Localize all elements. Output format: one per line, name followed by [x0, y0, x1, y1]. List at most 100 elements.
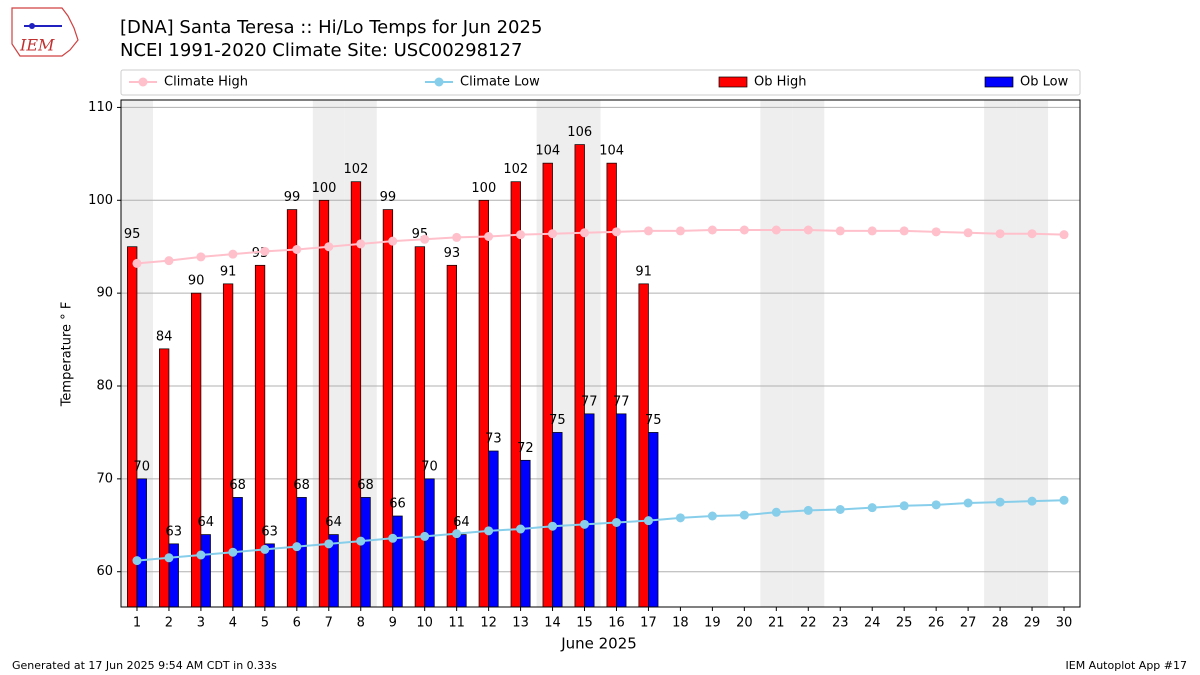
data-label: 75 [549, 413, 566, 428]
line-marker [580, 519, 590, 529]
bar [382, 209, 394, 608]
line-marker [196, 252, 206, 262]
line-marker [452, 232, 462, 242]
bar [446, 264, 457, 608]
bar [360, 497, 371, 608]
y-tick-label: 110 [88, 100, 113, 115]
line-marker [835, 226, 845, 236]
x-tick-label: 16 [608, 616, 625, 631]
x-tick-label: 10 [416, 616, 433, 631]
x-axis-label: June 2025 [560, 635, 637, 653]
line-marker [132, 556, 142, 566]
x-tick-label: 13 [512, 616, 529, 631]
data-label: 68 [357, 478, 374, 493]
data-label: 99 [380, 190, 397, 205]
x-tick-label: 6 [293, 616, 301, 631]
line-marker [356, 536, 366, 546]
bar [552, 432, 563, 608]
bar [136, 478, 147, 608]
data-label: 93 [444, 246, 461, 261]
x-tick-label: 11 [448, 616, 465, 631]
line-marker [548, 229, 558, 239]
bar [574, 144, 585, 608]
line-marker [420, 531, 430, 541]
climate-line [136, 229, 1065, 265]
bar [616, 413, 627, 608]
footer-right: IEM Autoplot App #17 [1066, 659, 1188, 672]
x-tick-label: 29 [1024, 616, 1041, 631]
data-label: 73 [485, 432, 502, 447]
x-tick-label: 26 [928, 616, 945, 631]
bar [424, 478, 435, 608]
data-label: 102 [503, 162, 528, 177]
legend-swatch [718, 76, 748, 88]
x-tick-label: 22 [800, 616, 817, 631]
data-label: 72 [517, 441, 534, 456]
line-marker [228, 249, 238, 259]
data-label: 90 [188, 274, 205, 289]
data-label: 106 [567, 125, 592, 140]
line-marker [995, 497, 1005, 507]
data-label: 102 [344, 162, 369, 177]
x-tick-label: 2 [165, 616, 173, 631]
line-marker [164, 553, 174, 563]
line-marker [388, 236, 398, 246]
x-tick-label: 25 [896, 616, 913, 631]
x-tick-label: 23 [832, 616, 849, 631]
data-label: 91 [635, 264, 652, 279]
data-label: 70 [421, 459, 438, 474]
x-tick-label: 12 [480, 616, 497, 631]
data-label: 104 [535, 144, 560, 159]
chart-title: [DNA] Santa Teresa :: Hi/Lo Temps for Ju… [120, 17, 542, 38]
line-marker [356, 239, 366, 249]
line-marker [963, 498, 973, 508]
weekend-shade [760, 100, 793, 607]
line-marker [739, 510, 749, 520]
bar [168, 543, 179, 608]
data-label: 64 [453, 515, 470, 530]
bar [159, 348, 170, 608]
line-marker [1027, 229, 1037, 239]
line-marker [324, 539, 334, 549]
line-marker [260, 544, 270, 554]
line-marker [484, 232, 494, 241]
data-label: 63 [261, 524, 278, 539]
x-tick-label: 27 [960, 616, 977, 631]
data-label: 77 [613, 394, 630, 409]
line-marker [1059, 230, 1069, 240]
line-marker [196, 550, 206, 560]
line-marker [132, 258, 142, 268]
logo: IEM [11, 7, 79, 57]
line-marker [420, 234, 430, 244]
legend-swatch [984, 76, 1014, 88]
data-label: 70 [134, 459, 151, 474]
legend-marker [434, 77, 444, 87]
line-marker [580, 228, 590, 238]
legend-label: Ob High [754, 75, 807, 90]
line-marker [164, 256, 174, 266]
data-label: 84 [156, 329, 173, 344]
bar [200, 534, 211, 608]
line-marker [931, 227, 941, 237]
legend-label: Climate High [164, 75, 248, 90]
x-tick-label: 14 [544, 616, 561, 631]
x-tick-label: 7 [325, 616, 333, 631]
footer-left: Generated at 17 Jun 2025 9:54 AM CDT in … [12, 659, 277, 672]
bar [456, 534, 467, 608]
legend-marker [138, 77, 148, 87]
data-label: 99 [284, 190, 301, 205]
climate-line [136, 499, 1065, 562]
y-tick-label: 70 [96, 471, 113, 486]
data-label: 104 [599, 144, 624, 159]
x-tick-label: 21 [768, 616, 785, 631]
x-tick-label: 15 [576, 616, 593, 631]
bar [127, 246, 138, 608]
line-marker [516, 524, 526, 534]
line-marker [835, 505, 845, 514]
x-tick-label: 30 [1056, 616, 1073, 631]
line-marker [452, 529, 462, 539]
bar [638, 283, 649, 608]
data-label: 100 [471, 181, 496, 196]
legend-box [120, 69, 1081, 96]
line-marker [963, 228, 973, 238]
